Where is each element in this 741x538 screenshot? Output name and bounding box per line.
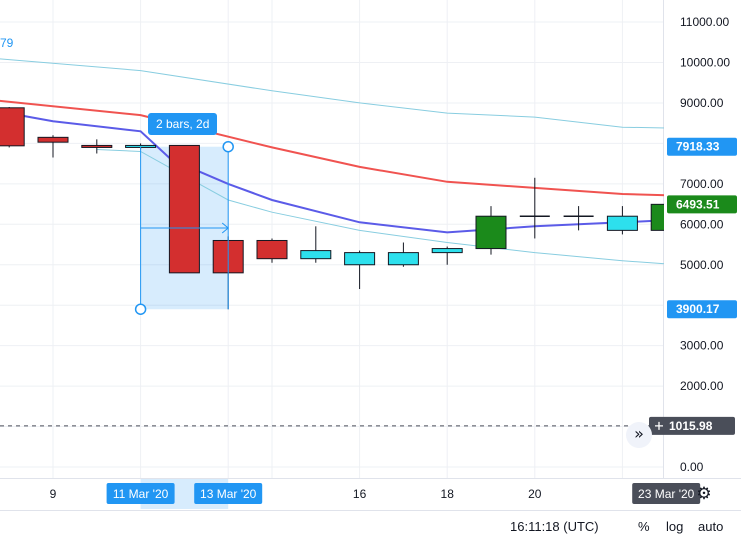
time-tick-label: 18 (441, 487, 455, 501)
price-tag-background (649, 416, 735, 435)
gear-icon[interactable]: ⚙ (696, 484, 712, 504)
plus-icon[interactable] (655, 421, 663, 430)
last-price-tag: 6493.51 (667, 195, 737, 214)
measure-handle-bottom[interactable] (134, 303, 147, 315)
clock-timezone[interactable]: 16:11:18 (UTC) (510, 519, 599, 534)
candle-body[interactable] (256, 239, 288, 260)
price-tag-background (667, 137, 737, 156)
moving-average-line (0, 58, 667, 129)
crosshair-date-tag: 23 Mar '20 (632, 483, 701, 504)
price-tick-label: 7000.00 (680, 177, 724, 191)
measure-top-price-tag: 7918.33 (667, 137, 737, 156)
scroll-to-realtime-button[interactable]: » (626, 422, 652, 448)
price-tick-label: 9000.00 (680, 96, 724, 110)
price-tick-label: 0.00 (680, 460, 704, 474)
price-axis-area[interactable] (664, 0, 741, 478)
time-tick-label: 16 (353, 487, 367, 501)
price-tick-label: 6000.00 (680, 217, 724, 231)
date-tag-text: 23 Mar '20 (638, 487, 695, 501)
price-tick-label: 11000.00 (680, 15, 729, 29)
price-tag-background (667, 300, 737, 319)
price-tick-label: 5000.00 (680, 258, 724, 272)
candle-body[interactable] (387, 252, 419, 266)
date-tag-background (106, 483, 175, 504)
date-tag-text: 13 Mar '20 (200, 487, 257, 501)
candle-body[interactable] (0, 107, 25, 147)
measure-handle-top[interactable] (222, 140, 234, 153)
price-tag-text: 7918.33 (676, 140, 720, 154)
price-tag-text: 3900.17 (676, 302, 720, 316)
auto-toggle[interactable]: auto (698, 519, 724, 534)
price-tick-label: 3000.00 (680, 339, 724, 353)
price-tag-text: 1015.98 (669, 419, 713, 433)
measure-start-date-tag: 11 Mar '20 (106, 483, 175, 504)
measure-label: 2 bars, 2d (148, 113, 218, 135)
crosshair-price-tag: 1015.98 (649, 416, 735, 435)
measure-end-date-tag: 13 Mar '20 (194, 483, 263, 504)
price-tag-background (667, 195, 737, 214)
candle-body[interactable] (37, 136, 69, 143)
bottom-toolbar: 16:11:18 (UTC) % log auto (0, 510, 741, 538)
time-tick-label: 20 (528, 487, 542, 501)
candle-body[interactable] (475, 215, 507, 250)
moving-average-line (96, 149, 667, 265)
date-tag-text: 11 Mar '20 (113, 487, 169, 501)
moving-average-line (0, 110, 667, 234)
date-tag-background (632, 483, 701, 504)
percent-toggle[interactable]: % (638, 519, 650, 534)
candle-body[interactable] (606, 215, 638, 231)
indicator-legend-fragment: 79 (0, 36, 14, 50)
price-tick-label: 2000.00 (680, 379, 724, 393)
measure-bottom-price-tag: 3900.17 (667, 300, 737, 319)
date-tag-background (194, 483, 263, 504)
price-tick-label: 10000.00 (680, 56, 730, 70)
log-toggle[interactable]: log (666, 519, 684, 534)
candle-body[interactable] (168, 144, 200, 274)
price-tag-text: 6493.51 (676, 197, 720, 211)
candle-body[interactable] (344, 252, 376, 266)
candle-body[interactable] (300, 250, 332, 260)
chart-canvas[interactable]: 11000.0010000.009000.008000.007000.00600… (0, 0, 741, 510)
time-tick-label: 9 (50, 487, 57, 501)
candle-body[interactable] (431, 248, 463, 254)
candle-body[interactable] (81, 144, 113, 148)
